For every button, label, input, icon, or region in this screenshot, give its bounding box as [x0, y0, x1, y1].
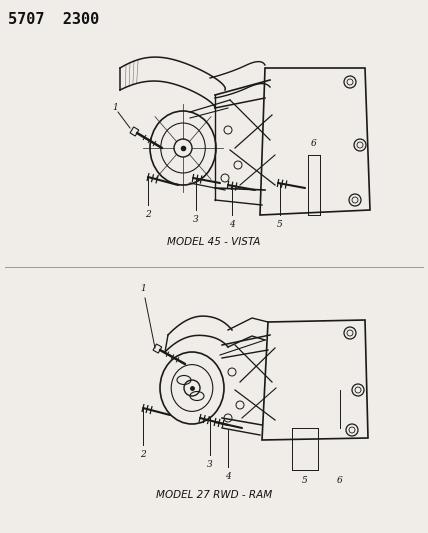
Text: MODEL 27 RWD - RAM: MODEL 27 RWD - RAM — [156, 490, 272, 500]
Text: 3: 3 — [193, 215, 199, 224]
Text: 3: 3 — [207, 460, 213, 469]
Text: MODEL 45 - VISTA: MODEL 45 - VISTA — [167, 237, 261, 247]
Text: 5: 5 — [302, 476, 308, 485]
Text: 4: 4 — [229, 220, 235, 229]
Text: 4: 4 — [225, 472, 231, 481]
Text: 2: 2 — [140, 450, 146, 459]
Text: 1: 1 — [140, 284, 146, 293]
Text: 6: 6 — [311, 139, 317, 148]
Text: 6: 6 — [337, 476, 343, 485]
Text: 2: 2 — [145, 210, 151, 219]
Text: 5: 5 — [277, 220, 283, 229]
Text: 1: 1 — [112, 103, 118, 112]
Text: 5707  2300: 5707 2300 — [8, 12, 99, 27]
